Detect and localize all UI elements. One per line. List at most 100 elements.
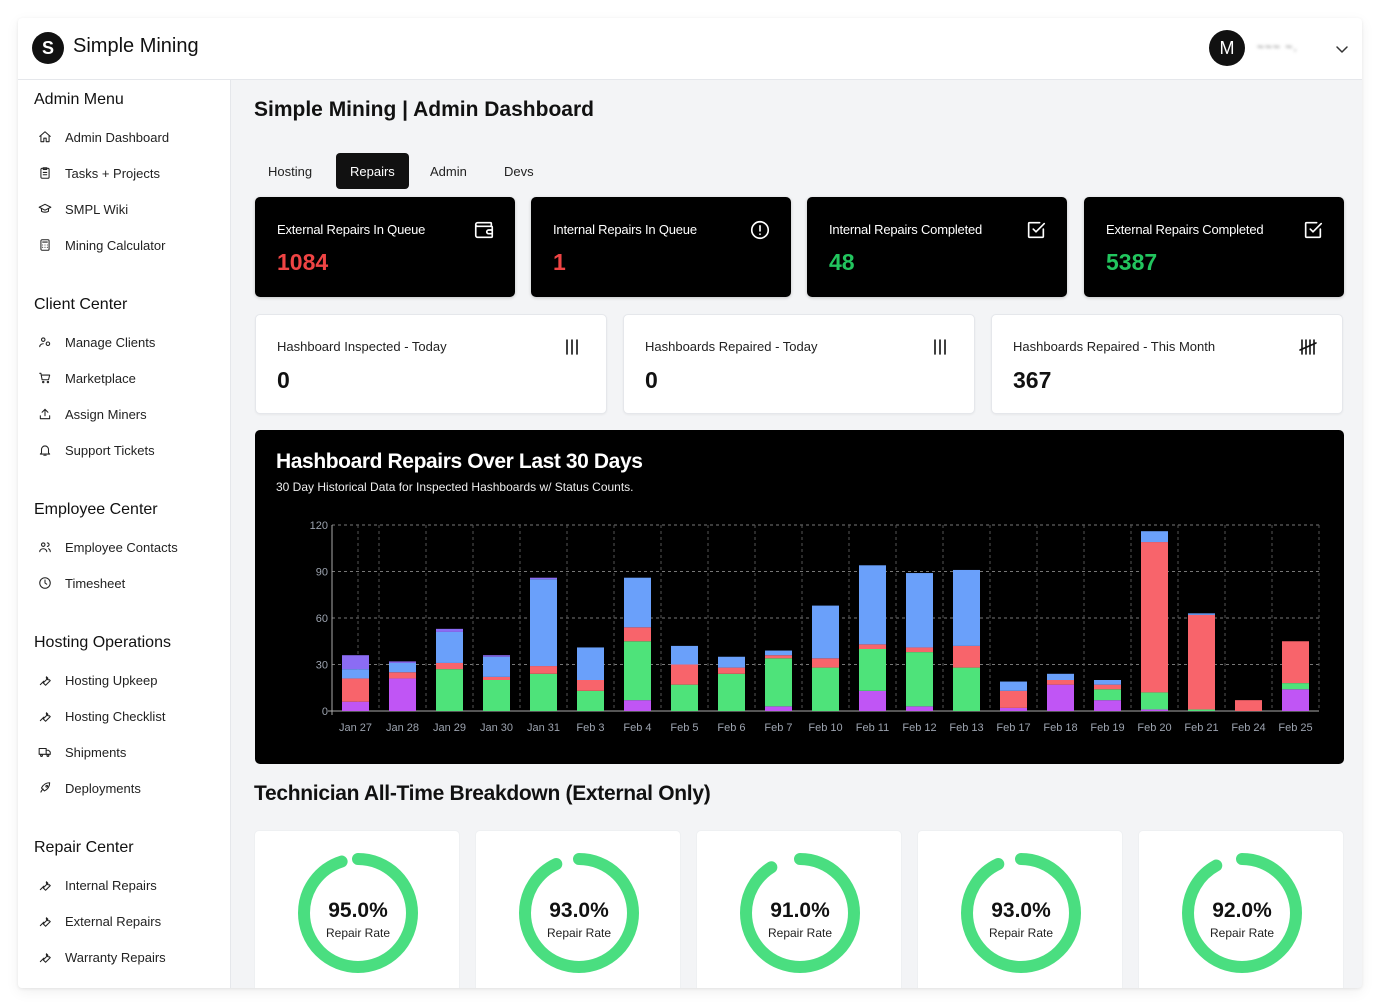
- tally-icon: [934, 339, 946, 355]
- repair-rate-value: 92.0%: [1212, 899, 1272, 922]
- bar-segment: [671, 645, 698, 665]
- stat-label: External Repairs Completed: [1106, 222, 1264, 237]
- sidebar-item-label: Hosting Checklist: [65, 708, 166, 724]
- repair-rate-ring: [740, 853, 860, 973]
- sidebar-item-marketplace[interactable]: Marketplace: [38, 368, 136, 388]
- bar-segment: [718, 673, 745, 711]
- sidebar-item-deployments[interactable]: Deployments: [38, 778, 141, 798]
- section-title: Technician All-Time Breakdown (External …: [254, 782, 711, 805]
- sidebar-item-timesheet[interactable]: Timesheet: [38, 573, 125, 593]
- sidebar-section-title: Hosting Operations: [34, 634, 171, 651]
- technician-card: 93.0% Repair Rate: [917, 830, 1123, 988]
- contacts-icon: [39, 542, 51, 553]
- bar-segment: [436, 628, 463, 632]
- stat-card-internal-completed: Internal Repairs Completed 48: [807, 197, 1067, 297]
- bar-segment: [577, 680, 604, 691]
- x-tick-label: Feb 4: [623, 722, 651, 734]
- bar-segment: [483, 676, 510, 680]
- brand-name[interactable]: Simple Mining: [73, 35, 199, 57]
- stacked-bar-chart: 0 30 60 90 120 Jan 27 Jan 28 Jan 29 Jan 30 Jan 31…: [310, 520, 1320, 734]
- bar-segment: [906, 706, 933, 711]
- sidebar-item-manage-clients[interactable]: Manage Clients: [38, 332, 155, 352]
- bar-segment: [671, 664, 698, 685]
- sidebar-item-admin-dashboard[interactable]: Admin Dashboard: [38, 127, 169, 147]
- repair-rate-ring: [961, 853, 1081, 973]
- sidebar-item-external-repairs[interactable]: External Repairs: [38, 911, 161, 931]
- x-tick-label: Feb 7: [764, 722, 792, 734]
- bar-segment: [624, 627, 651, 642]
- tally-five-icon: [1299, 339, 1317, 355]
- x-tick-label: Feb 11: [856, 722, 889, 734]
- check-square-icon: [1027, 221, 1046, 239]
- x-tick-label: Feb 12: [902, 722, 936, 734]
- technician-card: 91.0% Repair Rate: [696, 830, 902, 988]
- technician-card: 93.0% Repair Rate: [475, 830, 681, 988]
- bar-segment: [1047, 673, 1074, 680]
- bar-segment: [859, 649, 886, 691]
- stat-card-inspected-today: Hashboard Inspected - Today 0: [255, 314, 607, 414]
- bar-segment: [1000, 681, 1027, 691]
- bar-segment: [389, 661, 416, 663]
- stat-value: 1084: [277, 249, 329, 275]
- x-tick-label: Jan 29: [433, 722, 466, 734]
- sidebar-item-shipments[interactable]: Shipments: [38, 742, 126, 762]
- sidebar-item-mining-calculator[interactable]: Mining Calculator: [38, 235, 165, 255]
- tab-repairs[interactable]: Repairs: [336, 153, 409, 189]
- tab-devs[interactable]: Devs: [504, 163, 534, 179]
- avatar[interactable]: M: [1209, 30, 1245, 66]
- check-square-icon: [1304, 221, 1323, 239]
- x-tick-label: Feb 25: [1278, 722, 1312, 734]
- app-window: S Simple Mining M ~~~ ~. Admin Menu Admin…: [18, 18, 1362, 988]
- stat-card-repaired-today: Hashboards Repaired - Today 0: [623, 314, 975, 414]
- stat-value: 0: [277, 367, 290, 393]
- bar-segment: [1000, 690, 1027, 708]
- x-tick-label: Feb 3: [576, 722, 604, 734]
- username[interactable]: ~~~ ~.: [1257, 40, 1298, 54]
- bar-segment: [953, 569, 980, 646]
- sidebar-item-hosting-checklist[interactable]: Hosting Checklist: [38, 706, 165, 726]
- x-tick-label: Feb 24: [1231, 722, 1265, 734]
- bar-segment: [1094, 680, 1121, 685]
- tab-hosting[interactable]: Hosting: [268, 163, 313, 179]
- y-tick-label: 30: [316, 660, 328, 672]
- sidebar-item-internal-repairs[interactable]: Internal Repairs: [38, 875, 157, 895]
- bar-segment: [530, 666, 557, 674]
- chart-title: Hashboard Repairs Over Last 30 Days: [276, 450, 643, 473]
- x-tick-label: Jan 28: [386, 722, 419, 734]
- sidebar-item-smpl-wiki[interactable]: SMPL Wiki: [38, 199, 128, 219]
- chart-subtitle: 30 Day Historical Data for Inspected Has…: [276, 480, 634, 494]
- bar-segment: [906, 652, 933, 707]
- technician-card: 95.0% Repair Rate: [254, 830, 460, 988]
- sidebar-item-warranty-repairs[interactable]: Warranty Repairs: [38, 947, 166, 967]
- sidebar-item-tasks-projects[interactable]: Tasks + Projects: [38, 163, 160, 183]
- bar-segment: [342, 669, 369, 679]
- sidebar-item-hosting-upkeep[interactable]: Hosting Upkeep: [38, 670, 158, 690]
- wrench-icon: [39, 712, 51, 722]
- sidebar-item-label: Support Tickets: [65, 442, 155, 458]
- bar-segment: [812, 658, 839, 668]
- wrench-icon: [39, 881, 51, 891]
- bar-segment: [1282, 689, 1309, 711]
- clipboard-icon: [40, 167, 50, 179]
- repair-rate-ring: [298, 853, 418, 973]
- x-tick-label: Feb 10: [808, 722, 842, 734]
- sidebar-item-support-tickets[interactable]: Support Tickets: [38, 440, 155, 460]
- repair-rate-ring: [519, 853, 639, 973]
- sidebar-item-assign-miners[interactable]: Assign Miners: [38, 404, 147, 424]
- tab-admin[interactable]: Admin: [430, 163, 467, 179]
- bar-segment: [342, 655, 369, 670]
- sidebar-section-title: Client Center: [34, 296, 128, 313]
- bar-segment: [859, 690, 886, 711]
- logo-icon[interactable]: S: [32, 32, 64, 64]
- stat-label: Internal Repairs In Queue: [553, 222, 697, 237]
- graduation-cap-icon: [38, 203, 52, 213]
- sidebar-item-employee-contacts[interactable]: Employee Contacts: [38, 537, 178, 557]
- sidebar-item-label: Hosting Upkeep: [65, 672, 158, 688]
- chevron-down-icon[interactable]: [1334, 41, 1350, 57]
- x-tick-label: Feb 17: [996, 722, 1030, 734]
- bar-segment: [1047, 684, 1074, 711]
- sidebar-item-label: Mining Calculator: [65, 237, 166, 253]
- repair-rate-arc: [298, 853, 418, 973]
- bar-segment: [906, 647, 933, 653]
- users-icon: [39, 337, 51, 348]
